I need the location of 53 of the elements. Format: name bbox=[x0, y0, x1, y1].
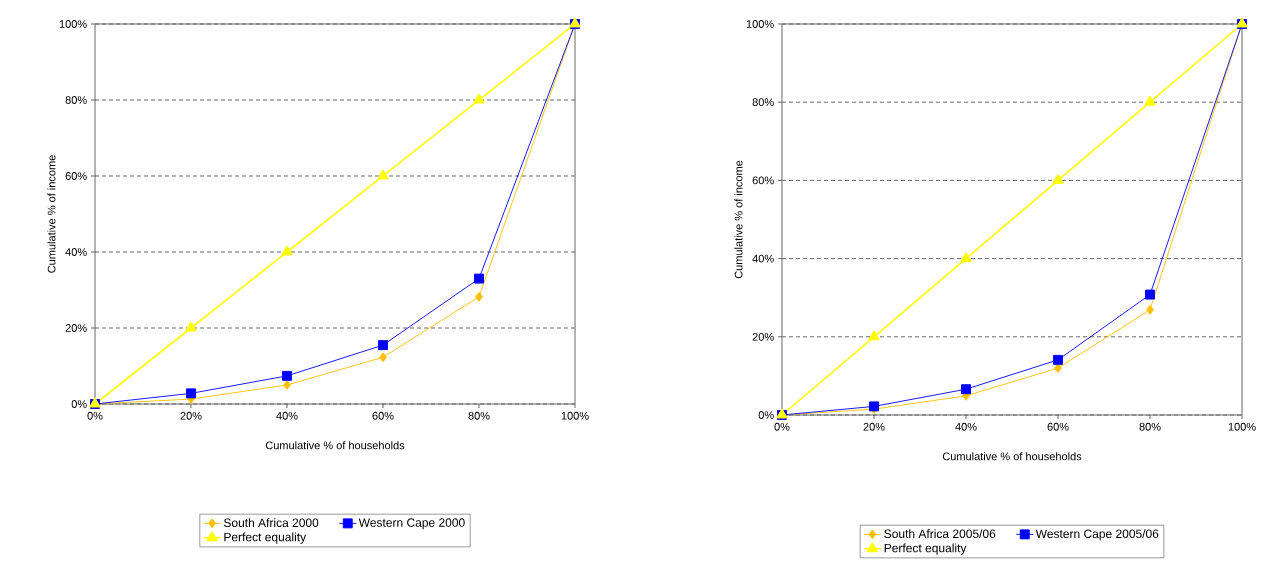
point bbox=[1146, 304, 1154, 315]
y-tick-label: 100% bbox=[59, 20, 87, 28]
x-tick-label: 40% bbox=[276, 411, 298, 420]
legend-label: South Africa 2000 bbox=[223, 518, 319, 528]
point bbox=[474, 273, 484, 284]
x-tick-label: 20% bbox=[863, 422, 885, 431]
y-tick-label: 0% bbox=[71, 400, 87, 408]
y-tick-label: 80% bbox=[65, 96, 87, 104]
point bbox=[868, 330, 880, 341]
point bbox=[1053, 354, 1063, 365]
y-axis-title: Cumulative % of income bbox=[734, 160, 743, 279]
x-axis-title: Cumulative % of households bbox=[265, 441, 405, 450]
x-tick-label: 100% bbox=[561, 411, 589, 420]
point bbox=[186, 388, 196, 399]
point bbox=[282, 370, 292, 381]
x-tick-label: 80% bbox=[1139, 422, 1161, 431]
point bbox=[961, 384, 971, 395]
point bbox=[185, 321, 197, 332]
point bbox=[1052, 174, 1064, 184]
legend-label: Perfect equality bbox=[224, 532, 307, 544]
y-tick-label: 60% bbox=[65, 172, 87, 180]
point bbox=[473, 93, 485, 104]
x-axis-title: Cumulative % of households bbox=[942, 452, 1082, 461]
y-tick-label: 40% bbox=[752, 254, 774, 263]
legend-label: South Africa 2005/06 bbox=[884, 529, 996, 539]
x-tick-label: 0% bbox=[774, 422, 790, 431]
legend-label: Perfect equality bbox=[884, 543, 967, 555]
point bbox=[960, 252, 972, 263]
point bbox=[475, 291, 483, 302]
y-axis-title: Cumulative % of income bbox=[47, 155, 56, 273]
legend-label: Western Cape 2000 bbox=[358, 518, 465, 530]
point bbox=[378, 340, 388, 351]
point bbox=[379, 352, 387, 363]
x-tick-label: 20% bbox=[180, 411, 202, 420]
y-tick-label: 40% bbox=[65, 248, 87, 256]
y-tick-label: 100% bbox=[746, 20, 774, 28]
point bbox=[377, 169, 389, 180]
x-tick-label: 100% bbox=[1228, 422, 1256, 431]
point bbox=[1054, 363, 1062, 374]
y-tick-label: 60% bbox=[752, 176, 774, 185]
x-tick-label: 80% bbox=[468, 411, 490, 420]
x-tick-label: 60% bbox=[1047, 422, 1069, 431]
point bbox=[1145, 289, 1155, 300]
point bbox=[283, 380, 291, 390]
y-tick-label: 20% bbox=[65, 324, 87, 332]
legend-label: Western Cape 2005/06 bbox=[1035, 529, 1159, 541]
x-tick-label: 60% bbox=[372, 411, 394, 420]
x-tick-label: 40% bbox=[955, 422, 977, 431]
point bbox=[281, 245, 293, 256]
y-tick-label: 20% bbox=[752, 332, 774, 341]
y-tick-label: 80% bbox=[752, 98, 774, 107]
x-tick-label: 0% bbox=[87, 411, 103, 420]
point bbox=[1144, 95, 1156, 106]
